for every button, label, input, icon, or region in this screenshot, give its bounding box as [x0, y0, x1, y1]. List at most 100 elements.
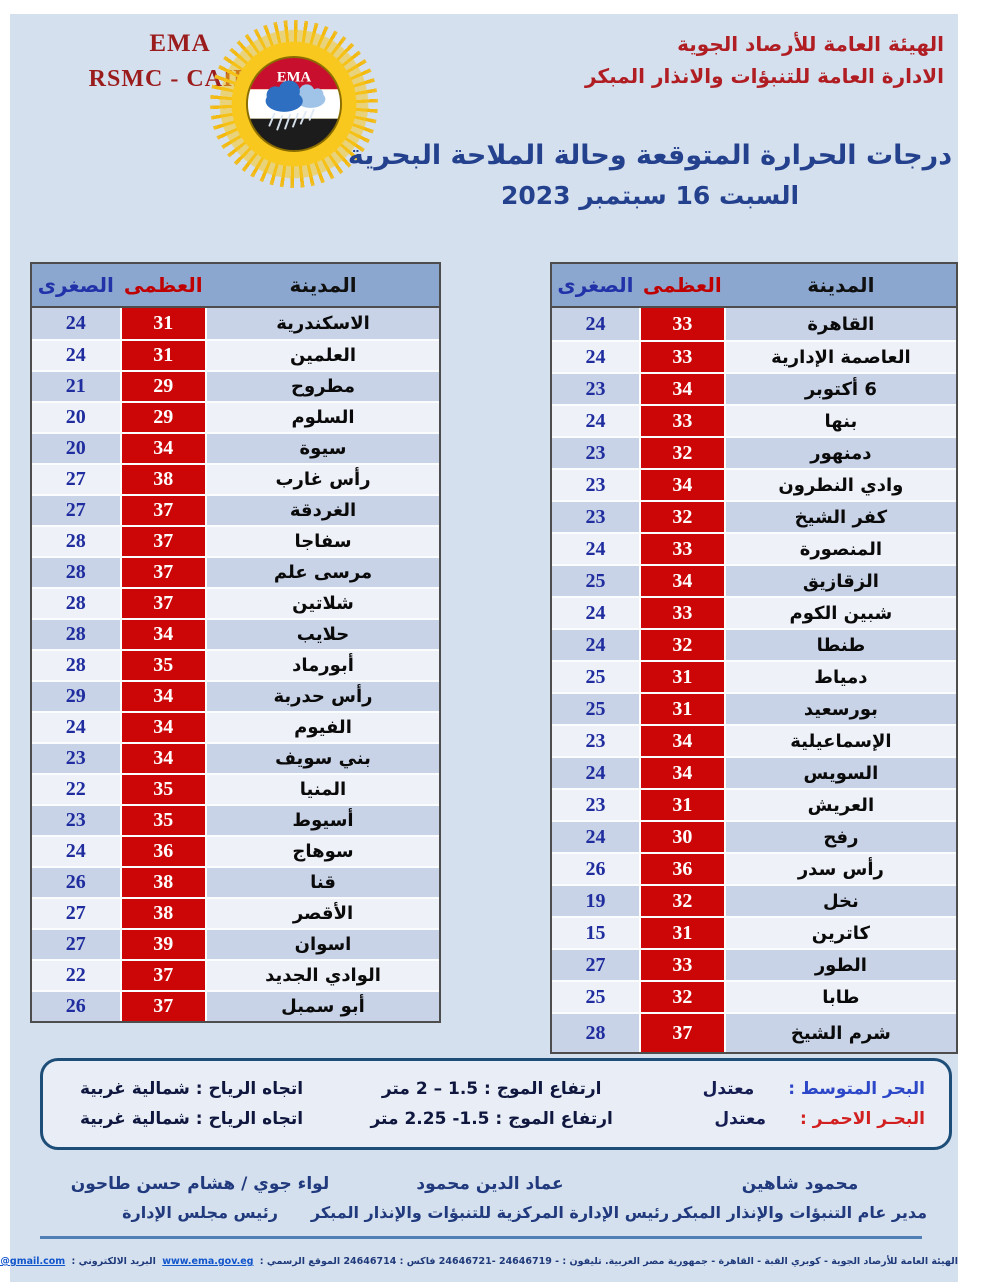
city-cell: العاصمة الإدارية	[771, 346, 911, 368]
table-header-row: المدينة العظمى الصغرى	[552, 264, 956, 308]
table-row: نخل 32 19	[552, 884, 956, 916]
max-temp-cell: 34	[119, 434, 208, 463]
max-temp-cell: 35	[119, 806, 208, 835]
ema-text: EMA	[149, 30, 211, 57]
red-sea-state: معتدل	[714, 1109, 767, 1129]
min-temp-cell: 24	[585, 633, 606, 656]
signature-title: مدير عام التنبؤات والإنذار المبكر	[672, 1203, 928, 1222]
city-cell: سفاجا	[294, 531, 352, 552]
ema-emblem-icon: EMA	[245, 55, 343, 153]
temperature-table-left: المدينة العظمى الصغرى الاسكندرية 31 24 العل…	[30, 262, 441, 1023]
table-row: الغردقة 37 27	[32, 494, 439, 525]
table-row: مرسى علم 37 28	[32, 556, 439, 587]
max-temp-cell: 37	[119, 589, 208, 618]
max-temp-cell: 31	[638, 790, 726, 820]
red-sea-wave-height: ارتفاع الموج : 1.5- 2.25 متر	[370, 1109, 613, 1129]
table-row: العاصمة الإدارية 33 24	[552, 340, 956, 372]
table-row: سفاجا 37 28	[32, 525, 439, 556]
max-temp-cell: 30	[638, 822, 726, 852]
footer-address-text: الهيئة العامة للأرصاد الجوية - كوبري الق…	[259, 1256, 958, 1267]
max-temp-cell: 35	[119, 775, 208, 804]
min-temp-cell: 28	[65, 654, 86, 676]
min-temp-cell: 25	[585, 569, 606, 592]
min-temp-cell: 24	[585, 409, 606, 432]
footer-contact-line: الهيئة العامة للأرصاد الجوية - كوبري الق…	[0, 1256, 958, 1267]
table-row: الاسكندرية 31 24	[32, 308, 439, 339]
max-temp-cell: 38	[119, 465, 208, 494]
table-row: شرم الشيخ 37 28	[552, 1012, 956, 1052]
footer-divider	[40, 1236, 922, 1239]
min-temp-cell: 29	[65, 685, 86, 707]
table-row: رأس غارب 38 27	[32, 463, 439, 494]
city-cell: أبورماد	[292, 655, 354, 676]
max-temp-cell: 31	[638, 662, 726, 692]
city-cell: بورسعيد	[803, 698, 878, 720]
official-site-link[interactable]: www.ema.gov.eg	[162, 1256, 254, 1267]
city-cell: أبو سمبل	[281, 996, 365, 1017]
table-row: أسيوط 35 23	[32, 804, 439, 835]
city-cell: الزقازيق	[802, 570, 879, 592]
max-temp-cell: 34	[638, 758, 726, 788]
table-row: السلوم 29 20	[32, 401, 439, 432]
city-cell: شبين الكوم	[789, 602, 893, 624]
org-line-1: الهيئة العامة للأرصاد الجوية	[677, 32, 944, 56]
city-cell: قنا	[310, 872, 336, 893]
table-row: حلايب 34 28	[32, 618, 439, 649]
max-temp-cell: 34	[119, 682, 208, 711]
min-temp-cell: 22	[65, 964, 86, 986]
email-link[interactable]: egyptian.met.analysis@gmail.com	[0, 1256, 66, 1267]
city-cell: نخل	[822, 890, 859, 912]
city-cell: اسوان	[294, 934, 352, 955]
city-cell: العلمين	[289, 345, 357, 366]
city-cell: دمنهور	[810, 442, 872, 464]
table-row: دمياط 31 25	[552, 660, 956, 692]
city-cell: المنصورة	[799, 538, 883, 560]
mediterranean-wind-direction: اتجاه الرياح : شمالية غربية	[79, 1079, 304, 1099]
city-cell: مطروح	[290, 376, 356, 397]
max-temp-cell: 34	[119, 620, 208, 649]
city-cell: وادي النطرون	[778, 474, 904, 496]
city-cell: رفح	[823, 826, 859, 848]
min-temp-cell: 23	[585, 729, 606, 752]
table-row: السويس 34 24	[552, 756, 956, 788]
table-row: 6 أكتوبر 34 23	[552, 372, 956, 404]
mediterranean-wave-height: ارتفاع الموج : 1.5 – 2 متر	[381, 1079, 602, 1099]
max-temp-cell: 38	[119, 899, 208, 928]
mediterranean-row: البحر المتوسط : معتدل ارتفاع الموج : 1.5…	[61, 1079, 931, 1099]
city-cell: الأقصر	[292, 903, 354, 924]
max-temp-cell: 35	[119, 651, 208, 680]
city-cell: طابا	[822, 986, 860, 1008]
max-temp-cell: 32	[638, 982, 726, 1012]
min-temp-cell: 24	[585, 537, 606, 560]
max-temp-cell: 32	[638, 630, 726, 660]
table-row: مطروح 29 21	[32, 370, 439, 401]
table-row: رأس حدربة 34 29	[32, 680, 439, 711]
city-cell: كاترين	[811, 922, 870, 944]
table-row: كاترين 31 15	[552, 916, 956, 948]
max-temp-cell: 31	[119, 341, 208, 370]
table-row: أبورماد 35 28	[32, 649, 439, 680]
min-temp-cell: 23	[65, 809, 86, 831]
city-cell: الغردقة	[289, 500, 357, 521]
table-row: رفح 30 24	[552, 820, 956, 852]
city-column-header: المدينة	[289, 273, 357, 297]
max-temp-cell: 37	[119, 527, 208, 556]
min-temp-cell: 26	[65, 871, 86, 893]
marine-conditions-box: البحر المتوسط : معتدل ارتفاع الموج : 1.5…	[40, 1058, 952, 1150]
table-row: بني سويف 34 23	[32, 742, 439, 773]
signature-name: محمود شاهين	[741, 1174, 859, 1194]
city-cell: طنطا	[816, 634, 866, 656]
table-row: الوادي الجديد 37 22	[32, 959, 439, 990]
table-row: طنطا 32 24	[552, 628, 956, 660]
table-row: العلمين 31 24	[32, 339, 439, 370]
city-cell: شرم الشيخ	[790, 1022, 891, 1044]
city-cell: الطور	[814, 954, 867, 976]
table-header-row: المدينة العظمى الصغرى	[32, 264, 439, 308]
table-row: المنصورة 33 24	[552, 532, 956, 564]
org-line-2: الادارة العامة للتنبؤات والانذار المبكر	[585, 64, 944, 88]
signature-board-chairman: لواء جوي / هشام حسن طاحون رئيس مجلس الإد…	[50, 1174, 350, 1222]
signature-name: عماد الدين محمود	[416, 1174, 564, 1194]
min-temp-cell: 20	[65, 406, 86, 428]
city-cell: السلوم	[291, 407, 355, 428]
table-row: كفر الشيخ 32 23	[552, 500, 956, 532]
